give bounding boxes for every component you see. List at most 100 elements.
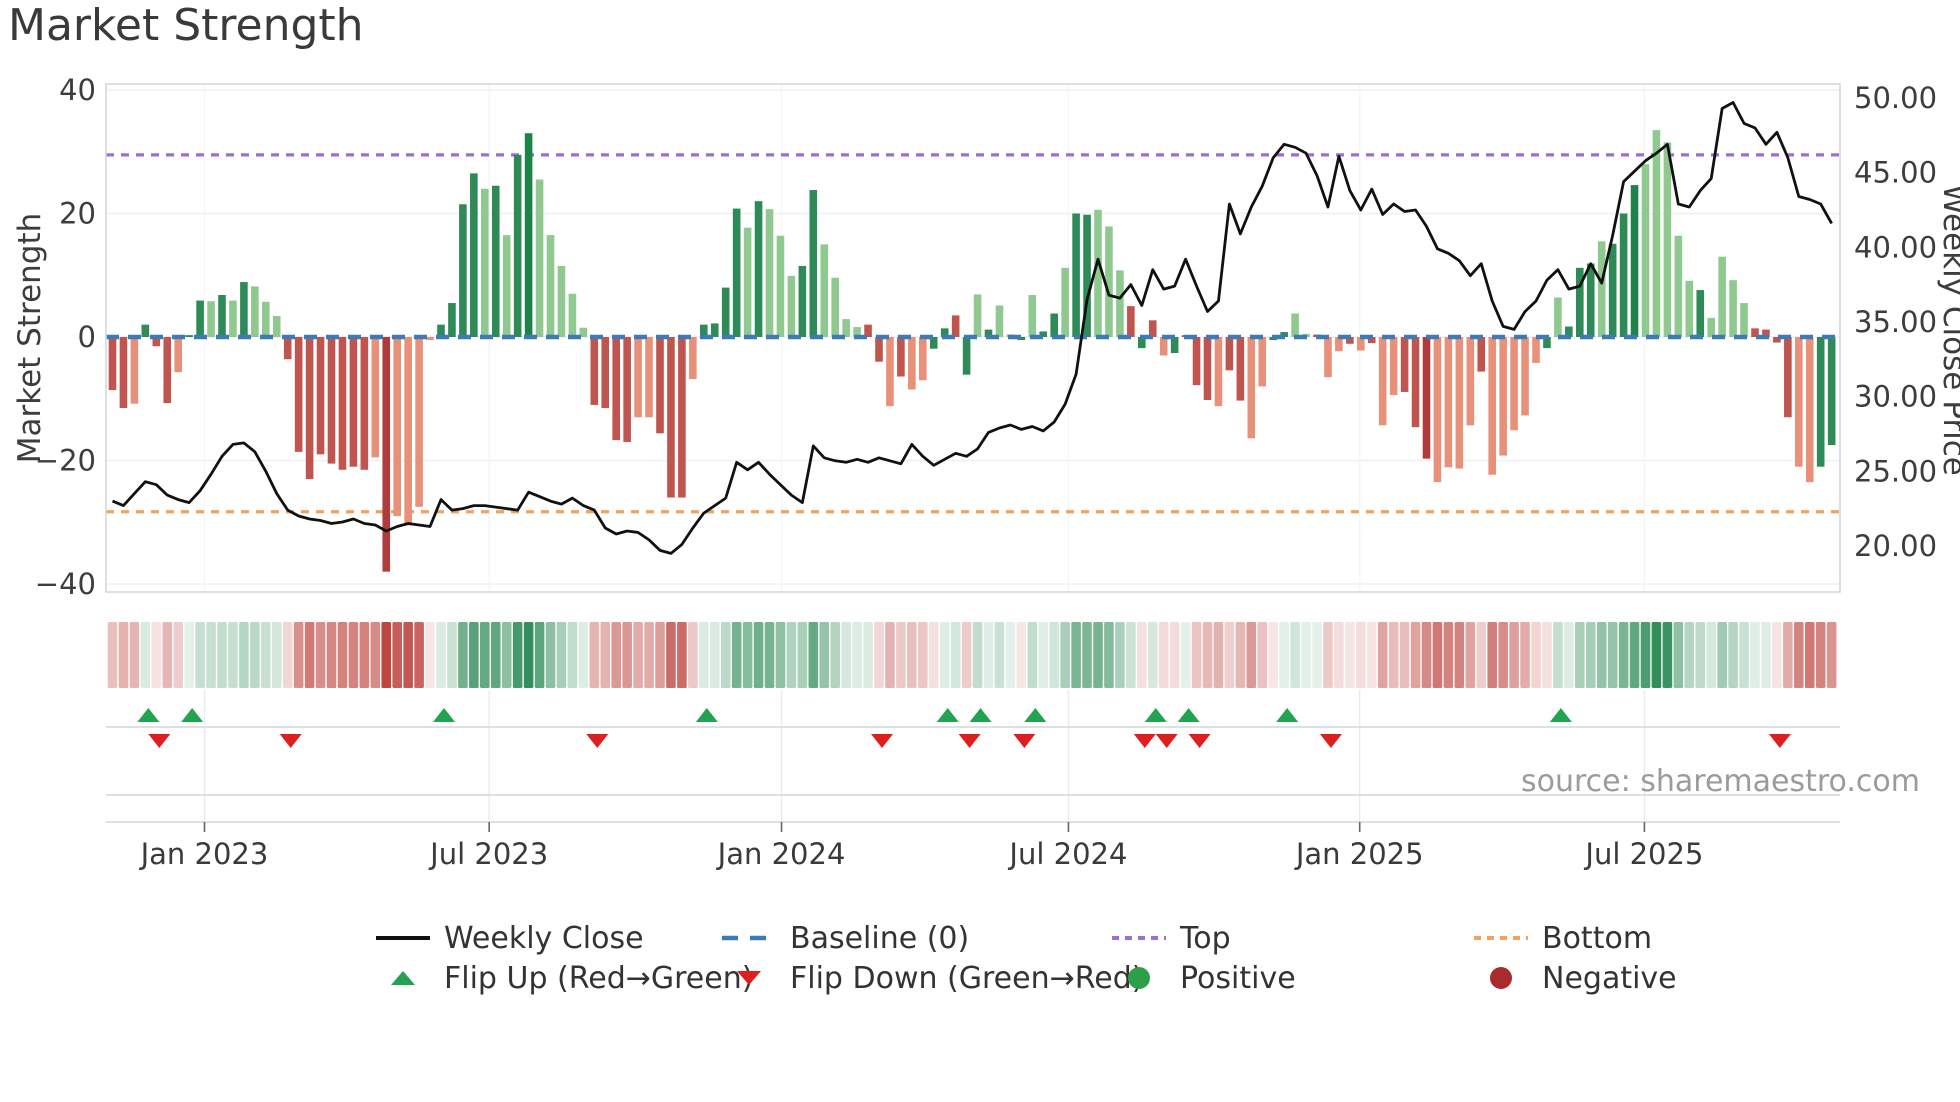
heat-cell: [1804, 622, 1815, 688]
heat-cell: [1607, 622, 1618, 688]
heat-cell: [1717, 622, 1727, 688]
heat-cell: [271, 622, 282, 688]
heat-cell: [666, 622, 676, 688]
heat-cell: [764, 622, 775, 688]
strength-bar: [316, 337, 325, 455]
heat-cell: [1596, 622, 1607, 688]
heat-cell: [1323, 622, 1333, 688]
strength-bar: [1685, 280, 1694, 337]
heat-cell: [162, 622, 173, 688]
strength-bar: [1762, 329, 1770, 337]
heat-strip: [107, 622, 1837, 688]
strength-bar: [1718, 256, 1726, 337]
heat-cell: [184, 622, 194, 688]
top-line-swatch: [1112, 936, 1166, 940]
heat-cell: [523, 622, 534, 688]
heat-cell: [107, 622, 118, 688]
strength-bar: [1674, 235, 1683, 337]
heat-cell: [1487, 622, 1497, 688]
heat-cell: [1224, 622, 1235, 688]
strength-bar: [1236, 337, 1245, 401]
heat-cell: [808, 622, 819, 688]
legend-label: Bottom: [1542, 920, 1653, 956]
strength-bar: [820, 244, 829, 337]
strength-bar: [623, 337, 631, 442]
heat-cell: [567, 622, 578, 688]
strength-bar: [163, 337, 172, 404]
strength-bar: [1729, 280, 1737, 337]
strength-bar: [513, 154, 522, 337]
strength-bar: [798, 265, 807, 337]
heat-cell: [1706, 622, 1716, 688]
strength-bar: [853, 327, 861, 337]
strength-bar: [207, 301, 215, 337]
heat-cell: [775, 622, 786, 688]
strength-bar: [415, 337, 423, 507]
strength-bar: [305, 337, 314, 480]
strength-bar: [119, 337, 128, 409]
strength-bar: [502, 235, 511, 337]
market-strength-chart: 40 20 0 −20 −40 50.00 45.00 40.00 35.00 30.00 25.0…: [12, 73, 1960, 871]
heat-cell: [1366, 622, 1377, 688]
heat-cell: [589, 622, 600, 688]
heat-cell: [337, 622, 348, 688]
strength-bar: [1532, 337, 1540, 363]
strength-bar: [678, 337, 686, 498]
heat-cell: [228, 622, 238, 688]
heat-cell: [753, 622, 764, 688]
left-tick-label: 40: [59, 73, 96, 107]
flip-down-marker: [279, 734, 302, 748]
strength-bar: [174, 337, 182, 373]
heat-cell: [699, 622, 709, 688]
strength-bar: [459, 204, 467, 337]
strength-bar: [1225, 337, 1234, 371]
heat-cell: [1465, 622, 1476, 688]
strength-bar: [1214, 337, 1223, 407]
heat-cell: [961, 622, 972, 688]
heat-cell: [348, 622, 359, 688]
strength-bar: [371, 337, 380, 458]
right-tick-label: 50.00: [1854, 81, 1937, 115]
legend-item-positive: Positive: [1110, 960, 1296, 996]
strength-bar: [831, 277, 839, 337]
legend-item-top: Top: [1110, 920, 1231, 956]
strength-bar: [1116, 270, 1124, 337]
strength-bar: [1805, 337, 1814, 483]
flip-down-marker: [1155, 734, 1178, 748]
heat-cell: [469, 622, 479, 688]
heat-cell: [556, 622, 567, 688]
heat-cell: [490, 622, 501, 688]
left-tick-label: 20: [59, 197, 96, 231]
heat-cell: [633, 622, 643, 688]
x-tick-label: Jul 2025: [1583, 837, 1703, 871]
strength-bar: [229, 300, 237, 337]
strength-bar: [130, 337, 139, 404]
strength-bar: [546, 235, 555, 337]
strength-bar: [1072, 213, 1080, 337]
heat-cell: [1345, 622, 1355, 688]
heat-cell: [315, 622, 326, 688]
strength-bars: [108, 130, 1836, 572]
heat-cell: [720, 622, 731, 688]
strength-bar: [426, 337, 434, 341]
heat-cell: [1235, 622, 1246, 688]
strength-bar: [754, 201, 763, 337]
strength-bar: [437, 324, 445, 337]
heat-cell: [928, 622, 939, 688]
bottom-line-swatch: [1474, 936, 1528, 940]
heat-cell: [1027, 622, 1038, 688]
strength-bar: [700, 324, 708, 337]
heat-cell: [1531, 622, 1541, 688]
legend-label: Flip Up (Red→Green): [444, 960, 754, 996]
strength-bar: [940, 328, 949, 337]
strength-bar: [612, 337, 620, 441]
heat-cell: [1093, 622, 1103, 688]
heat-cell: [304, 622, 315, 688]
strength-bar: [1488, 337, 1496, 475]
strength-bar: [1543, 337, 1551, 349]
heat-cell: [1673, 622, 1684, 688]
flip-down-marker: [1013, 734, 1036, 748]
flip-up-marker: [433, 708, 455, 722]
flip-up-marker: [181, 708, 204, 722]
heat-cell: [1640, 622, 1651, 688]
